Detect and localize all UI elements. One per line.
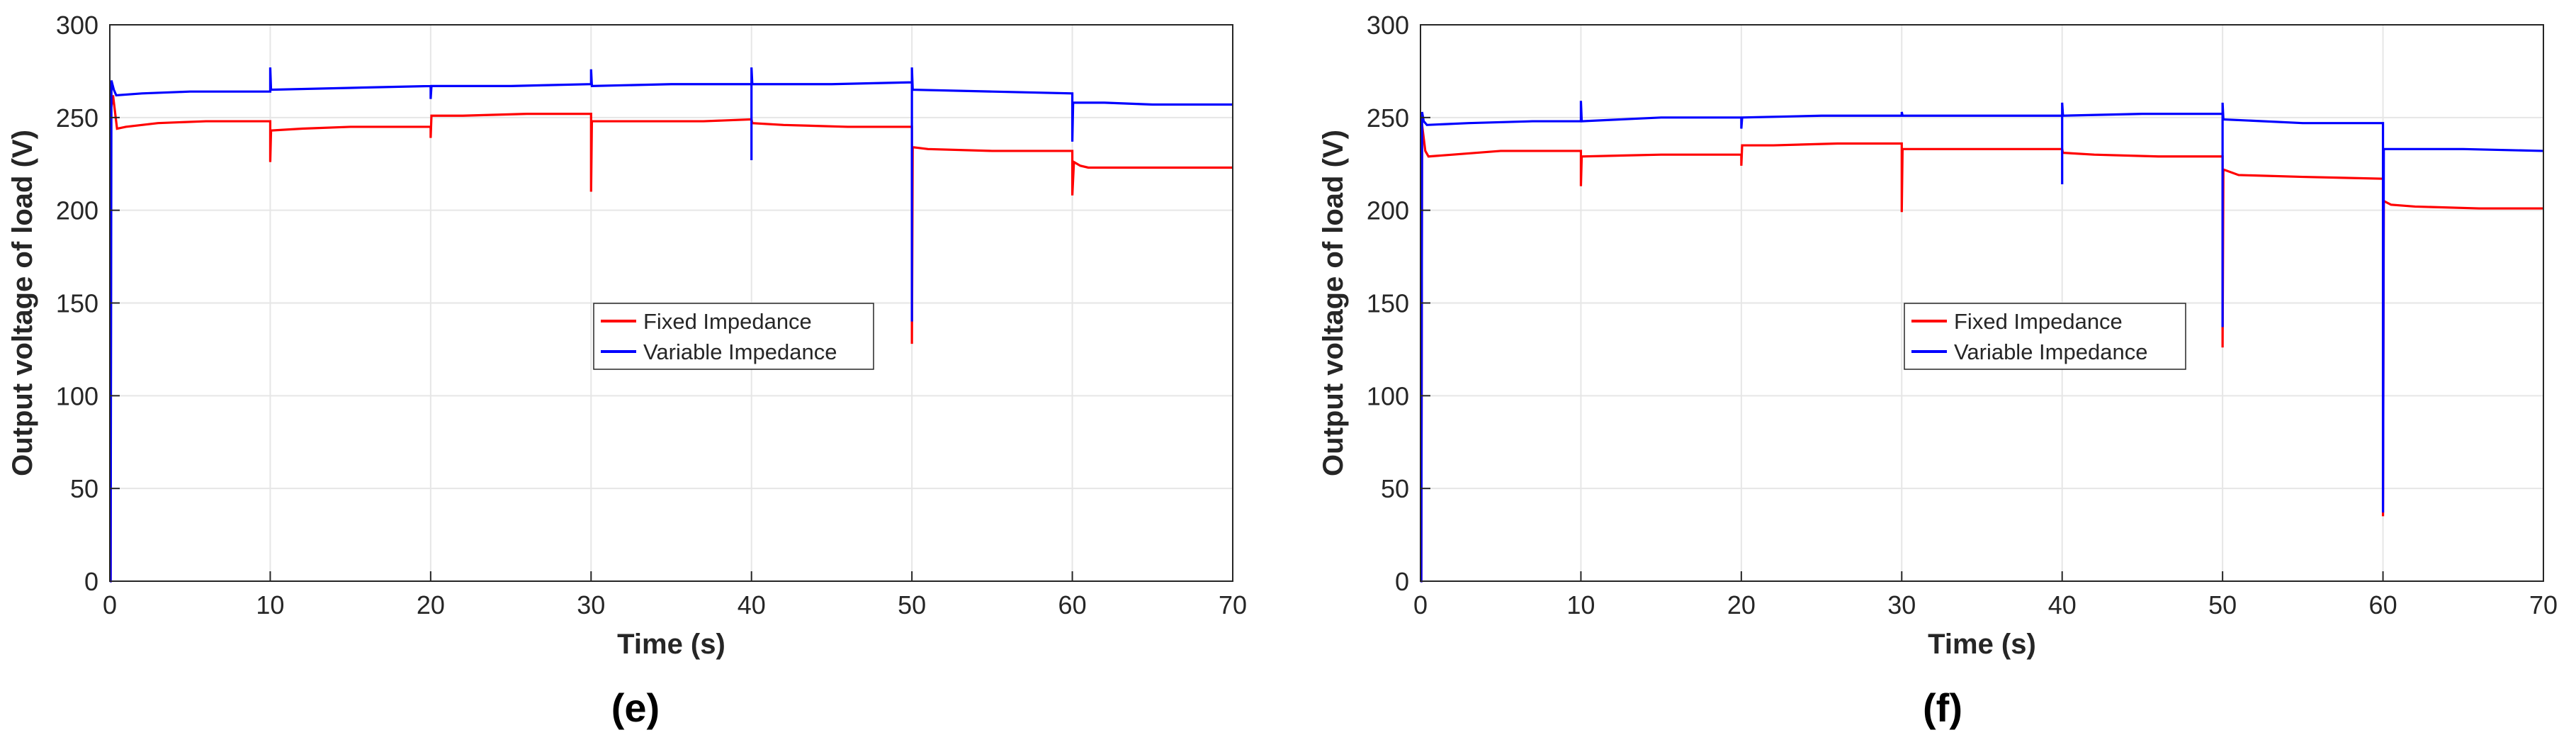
x-tick-label: 70 [1219,590,1247,619]
y-tick-label: 250 [1367,103,1409,133]
x-tick-label: 40 [738,590,766,619]
legend: Fixed Impedance Variable Impedance [1904,303,2186,370]
legend-box [593,303,874,370]
x-tick-label: 0 [103,590,117,619]
y-tick-label: 150 [1367,289,1409,318]
legend-box [1904,303,2186,370]
tick-labels: 0 10 20 30 40 50 60 70 0 50 100 150 200 250 300 [1367,11,2558,619]
legend-label-fixed-impedance: Fixed Impedance [643,309,812,334]
legend-label-variable-impedance: Variable Impedance [1954,339,2147,364]
y-tick-label: 50 [70,474,98,503]
x-tick-label: 10 [1566,590,1595,619]
series-line-fixed-impedance [109,95,1233,583]
x-tick-label: 20 [1727,590,1756,619]
chart-e: 0 10 20 30 40 50 60 70 0 50 100 150 200 250 300 Time (s… [7,11,1247,730]
y-tick-label: 200 [1367,196,1409,225]
y-tick-label: 300 [1367,11,1409,40]
x-axis-label: Time (s) [1928,629,2036,660]
series-group [109,67,1233,583]
legend: Fixed Impedance Variable Impedance [593,303,874,370]
series-line-variable-impedance [1420,101,2544,583]
legend-label-fixed-impedance: Fixed Impedance [1954,309,2123,334]
x-tick-label: 0 [1413,590,1428,619]
subfigure-caption: (e) [611,685,660,730]
y-axis-label: Output voltage of load (V) [1318,130,1349,476]
y-tick-label: 0 [84,567,98,596]
chart-f: 0 10 20 30 40 50 60 70 0 50 100 150 200 250 300 Time (s… [1318,11,2558,730]
x-tick-label: 20 [417,590,445,619]
y-tick-label: 200 [56,196,98,225]
y-tick-label: 50 [1381,474,1409,503]
x-tick-label: 30 [1887,590,1916,619]
y-tick-label: 250 [56,103,98,133]
y-tick-label: 100 [56,381,98,410]
x-tick-label: 60 [2369,590,2397,619]
series-group [1420,101,2544,583]
y-axis-label: Output voltage of load (V) [7,130,38,476]
y-tick-label: 100 [1367,381,1409,410]
subfigure-caption: (f) [1923,685,1962,730]
x-tick-label: 60 [1058,590,1087,619]
y-tick-label: 0 [1395,567,1409,596]
x-tick-label: 50 [2208,590,2237,619]
x-tick-label: 30 [577,590,605,619]
x-tick-label: 10 [256,590,284,619]
tick-labels: 0 10 20 30 40 50 60 70 0 50 100 150 200 250 300 [56,11,1247,619]
series-line-variable-impedance [109,67,1233,583]
x-tick-label: 70 [2529,590,2558,619]
y-tick-label: 150 [56,289,98,318]
legend-label-variable-impedance: Variable Impedance [643,339,837,364]
y-tick-label: 300 [56,11,98,40]
x-tick-label: 40 [2048,590,2077,619]
x-tick-label: 50 [898,590,926,619]
x-axis-label: Time (s) [617,629,725,660]
